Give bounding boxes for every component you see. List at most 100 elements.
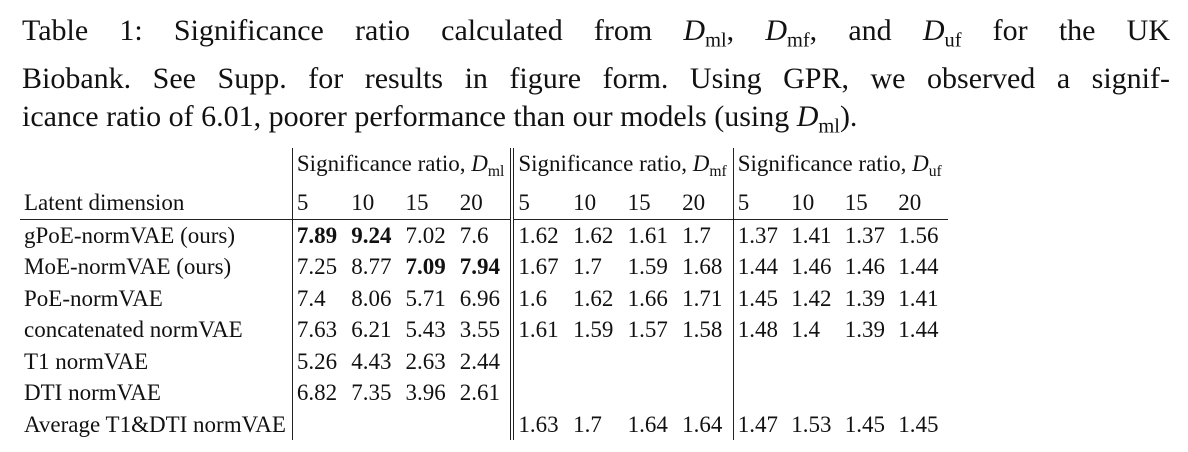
value-cell	[787, 377, 840, 409]
value-cell: 6.82	[291, 377, 348, 409]
value-cell: 1.7	[573, 254, 602, 280]
value-cell: 2.61	[459, 380, 501, 406]
row-label: T1 normVAE	[24, 348, 149, 374]
table-row: concatenated normVAE 7.63 6.21 5.43 3.55 1.61…	[20, 314, 948, 346]
value-cell: 1.61	[623, 218, 679, 251]
table-row: DTI normVAE 6.82 7.35 3.96 2.61	[20, 377, 948, 409]
table-row: gPoE-normVAE (ours) 7.89 9.24 7.02 7.6 1.62 1.…	[20, 218, 948, 251]
value-cell: 1.44	[898, 317, 939, 343]
value-cell: 1.41	[787, 218, 841, 251]
group-header-mf: Significance ratio, Dmf	[510, 148, 734, 187]
value-cell: 1.46	[844, 254, 885, 280]
value-cell: 1.63	[510, 408, 570, 440]
value-cell: 5.26	[291, 345, 348, 377]
table-caption: Table 1: Significance ratio calculated f…	[22, 12, 1170, 145]
value-cell: 1.45	[898, 411, 939, 437]
row-label: gPoE-normVAE (ours)	[20, 218, 293, 251]
value-cell: 1.7	[573, 411, 602, 437]
value-cell: 1.37	[840, 218, 895, 251]
dimension-header-cell: 5	[291, 187, 348, 219]
value-cell: 2.63	[405, 348, 446, 374]
dimension-header-cell: 10	[573, 190, 597, 216]
value-cell: 1.56	[894, 218, 948, 251]
value-cell: 1.39	[844, 317, 885, 343]
value-cell: 3.96	[405, 380, 446, 406]
value-cell	[732, 377, 788, 409]
value-cell: 1.44	[732, 251, 788, 283]
value-cell	[841, 346, 894, 378]
value-cell	[569, 377, 624, 409]
value-cell: 7.63	[291, 314, 348, 346]
value-cell	[624, 377, 679, 409]
row-header-label: Latent dimension	[24, 190, 185, 216]
value-cell	[732, 345, 788, 377]
value-cell	[402, 409, 456, 441]
dimension-header-cell: 15	[627, 190, 651, 216]
dimension-header-row: Latent dimension 5 10 15 20 5 10 15 20 5 10 15 20	[20, 187, 948, 219]
value-cell	[510, 377, 570, 409]
value-cell: 1.59	[573, 317, 614, 343]
value-cell: 7.94	[459, 254, 501, 280]
value-cell: 3.55	[459, 317, 501, 343]
value-cell: 7.4	[291, 282, 348, 314]
dimension-header-cell: 20	[898, 190, 922, 216]
caption-line-3: icance ratio of 6.01, poorer performance…	[22, 99, 858, 138]
dimension-header-cell: 5	[732, 187, 788, 219]
value-cell: 1.64	[682, 411, 723, 437]
row-label: PoE-normVAE	[24, 285, 163, 311]
value-cell: 1.6	[510, 282, 570, 314]
table-row: Average T1&DTI normVAE 1.63 1.7 1.64 1.64 1.4…	[20, 408, 948, 441]
group-header-uf: Significance ratio, Duf	[732, 148, 948, 187]
value-cell: 9.24	[347, 218, 402, 251]
group-header-row: Significance ratio, Dml Significance rati…	[20, 148, 948, 187]
dimension-header-cell: 10	[791, 190, 815, 216]
dimension-header-cell: 20	[459, 190, 483, 216]
value-cell: 1.42	[791, 285, 832, 311]
value-cell: 1.62	[510, 218, 570, 251]
value-cell: 1.39	[844, 285, 885, 311]
caption-line-2: Biobank. See Supp. for results in figure…	[22, 61, 1170, 95]
value-cell: 1.45	[844, 411, 885, 437]
value-cell: 1.37	[732, 218, 788, 251]
value-cell: 7.89	[291, 218, 348, 251]
value-cell: 1.41	[898, 285, 939, 311]
dimension-header-cell: 5	[510, 187, 570, 219]
value-cell	[678, 346, 733, 378]
group-header-ml: Significance ratio, Dml	[291, 148, 513, 187]
value-cell: 1.66	[627, 285, 668, 311]
value-cell	[456, 409, 513, 441]
table-row: T1 normVAE 5.26 4.43 2.63 2.44	[20, 345, 948, 378]
value-cell: 1.62	[573, 285, 614, 311]
value-cell: 4.43	[351, 348, 392, 374]
value-cell	[291, 408, 348, 440]
value-cell	[841, 377, 894, 409]
row-label: Average T1&DTI normVAE	[24, 411, 286, 437]
value-cell: 1.45	[732, 282, 788, 314]
value-cell: 6.21	[351, 317, 392, 343]
value-cell	[894, 377, 948, 409]
value-cell	[894, 346, 948, 378]
value-cell: 1.61	[510, 314, 570, 346]
value-cell: 7.02	[401, 218, 456, 251]
row-label: DTI normVAE	[24, 380, 161, 406]
value-cell	[569, 346, 624, 378]
value-cell: 1.64	[627, 411, 668, 437]
value-cell: 1.62	[569, 218, 624, 251]
table-row: MoE-normVAE (ours) 7.25 8.77 7.09 7.94 1.67 1.…	[20, 251, 948, 283]
value-cell: 7.09	[405, 254, 446, 280]
value-cell: 1.46	[791, 254, 832, 280]
value-cell	[678, 377, 733, 409]
value-cell: 7.25	[291, 251, 348, 283]
results-table: Significance ratio, Dml Significance rati…	[20, 148, 948, 440]
value-cell: 1.44	[898, 254, 939, 280]
dimension-header-cell: 10	[351, 190, 375, 216]
value-cell: 1.47	[732, 408, 788, 440]
significance-ratio-table: Significance ratio, Dml Significance rati…	[20, 148, 948, 440]
value-cell: 1.58	[682, 317, 723, 343]
value-cell: 2.44	[459, 348, 501, 374]
value-cell: 1.68	[682, 254, 723, 280]
value-cell: 1.7	[678, 218, 734, 251]
value-cell	[787, 346, 840, 378]
value-cell: 1.57	[627, 317, 668, 343]
value-cell	[510, 345, 570, 377]
